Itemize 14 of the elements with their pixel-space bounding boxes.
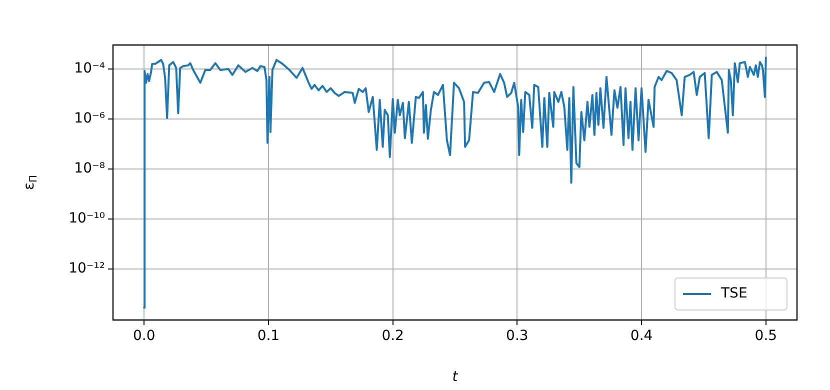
y-tick-label: 10⁻¹² [68, 260, 105, 277]
x-tick-label: 0.4 [630, 328, 653, 344]
x-tick-label: 0.1 [257, 328, 280, 344]
y-tick-label: 10⁻⁸ [74, 160, 106, 177]
y-tick-label: 10⁻⁶ [74, 110, 106, 127]
x-tick-label: 0.5 [754, 328, 778, 344]
x-axis-title: t [452, 369, 458, 386]
y-tick-label: 10⁻¹⁰ [68, 210, 106, 227]
y-axis-title: εΠ [22, 174, 40, 190]
x-tick-label: 0.2 [382, 328, 404, 344]
x-tick-label: 0.3 [506, 328, 528, 344]
legend-label: TSE [720, 286, 748, 302]
x-tick-label: 0.0 [132, 328, 156, 344]
y-tick-label: 10⁻⁴ [74, 60, 106, 77]
